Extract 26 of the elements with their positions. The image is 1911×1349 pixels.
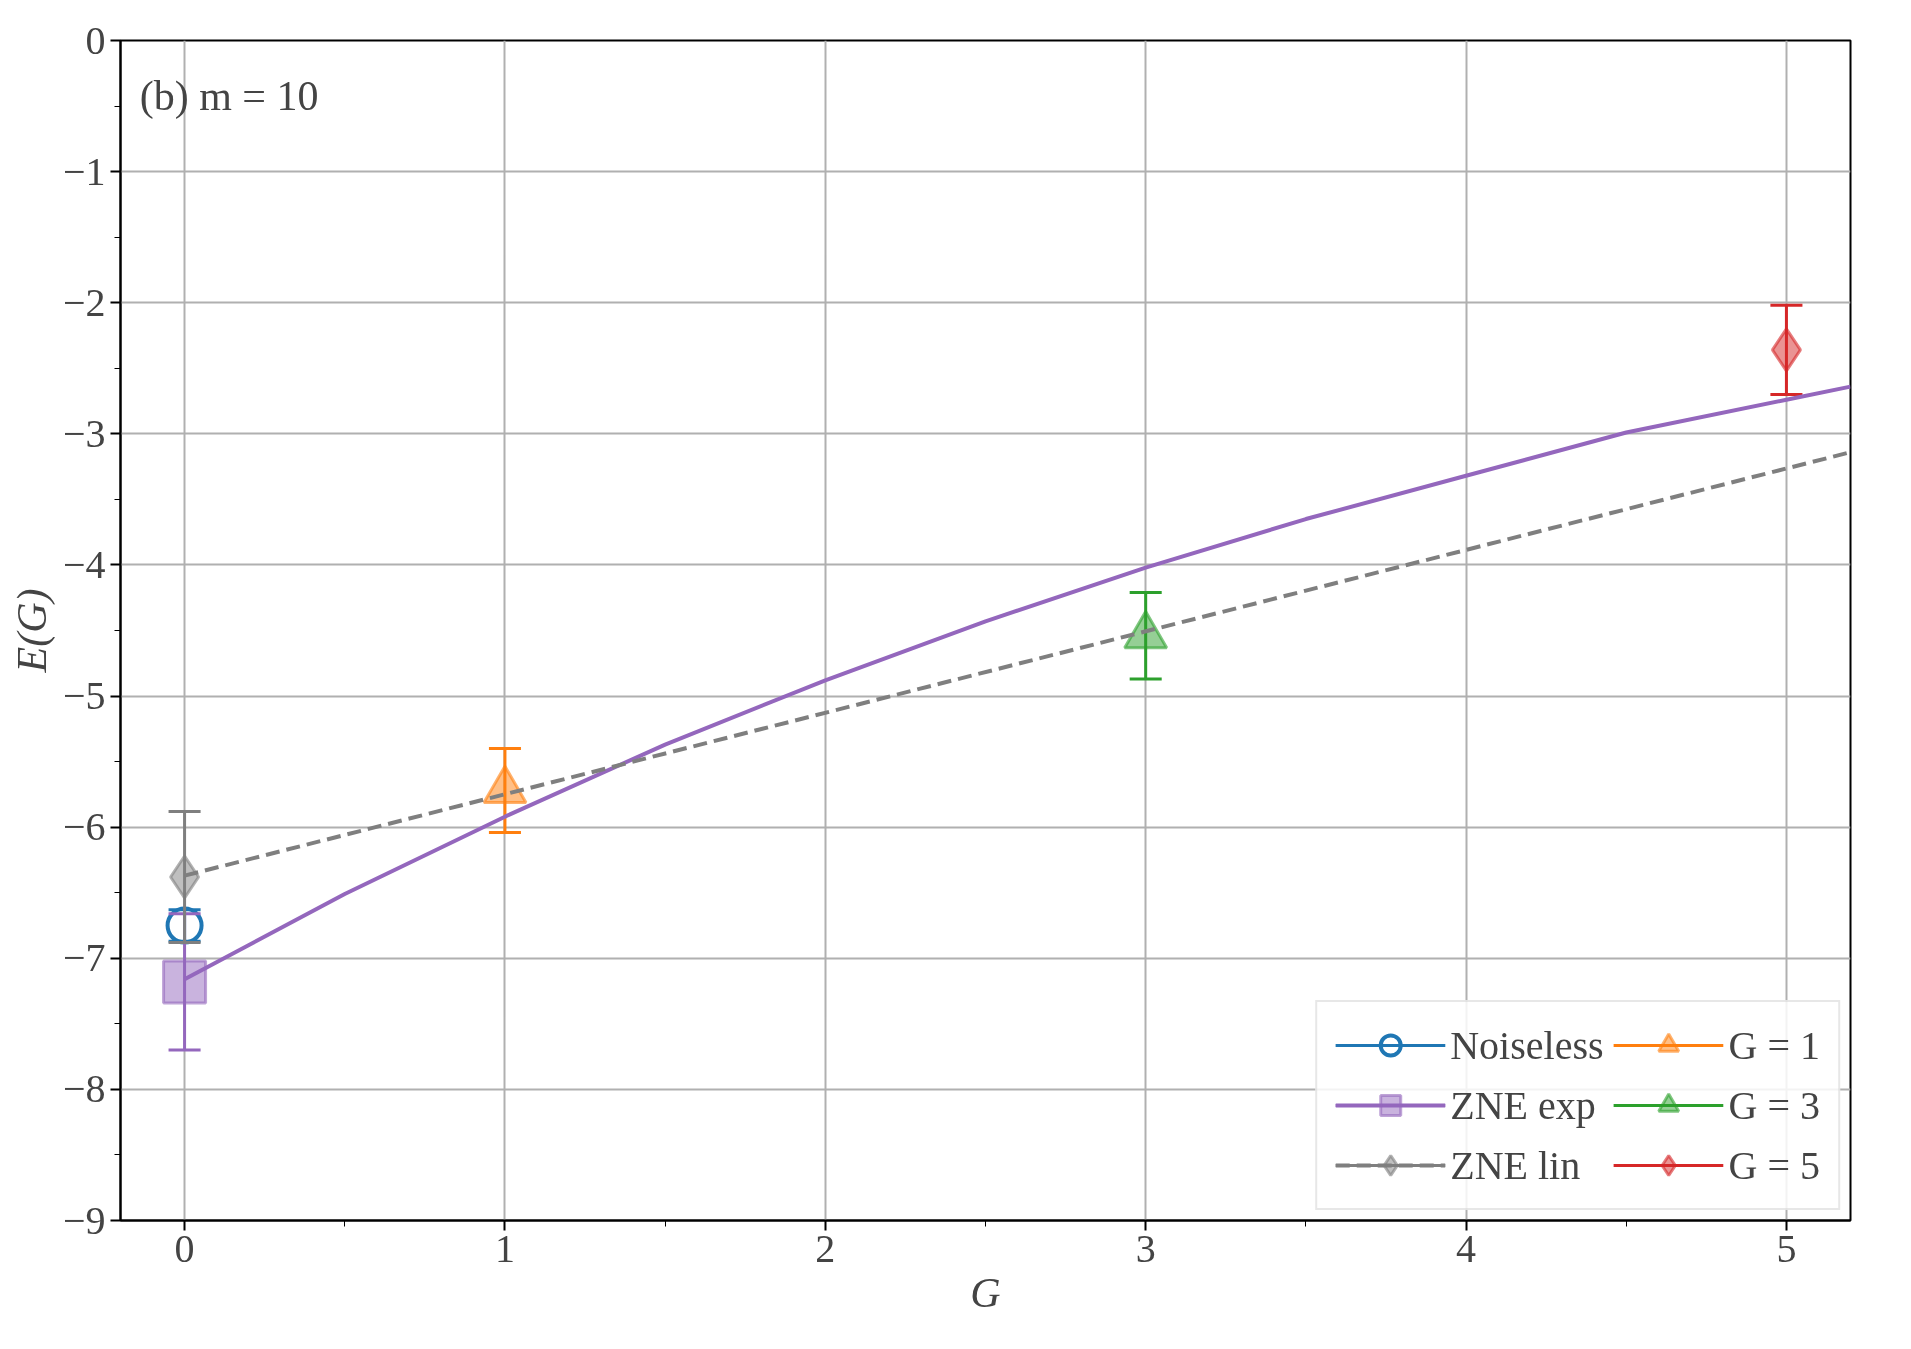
x-tick-label: 1 — [494, 1225, 515, 1271]
y-axis-title: E(G) — [8, 588, 56, 674]
legend-label: ZNE exp — [1450, 1081, 1596, 1129]
x-tick-label: 4 — [1456, 1225, 1477, 1271]
y-tick-label: −1 — [62, 148, 106, 194]
x-tick-label: 5 — [1776, 1225, 1797, 1271]
y-tick-label: −5 — [62, 673, 106, 719]
x-tick-label: 3 — [1135, 1225, 1156, 1271]
y-tick-label: −8 — [62, 1066, 106, 1112]
legend-label: Noiseless — [1450, 1021, 1604, 1069]
y-tick-label: 0 — [85, 17, 106, 63]
legend-label: ZNE lin — [1450, 1141, 1581, 1189]
point — [162, 959, 208, 1005]
legend-label: G = 5 — [1728, 1141, 1820, 1189]
legend-label: G = 3 — [1728, 1081, 1820, 1129]
y-tick-label: −6 — [62, 804, 106, 850]
x-tick-label: 2 — [815, 1225, 836, 1271]
annotation: (b) m = 10 — [139, 73, 319, 121]
y-tick-label: −9 — [62, 1197, 106, 1243]
legend-label: G = 1 — [1728, 1021, 1820, 1069]
y-tick-label: −4 — [62, 541, 106, 587]
y-tick-label: −7 — [62, 935, 106, 981]
x-tick-label: 0 — [174, 1225, 195, 1271]
x-axis-title: G — [970, 1269, 1001, 1316]
y-tick-label: −2 — [62, 279, 106, 325]
y-tick-label: −3 — [62, 410, 106, 456]
